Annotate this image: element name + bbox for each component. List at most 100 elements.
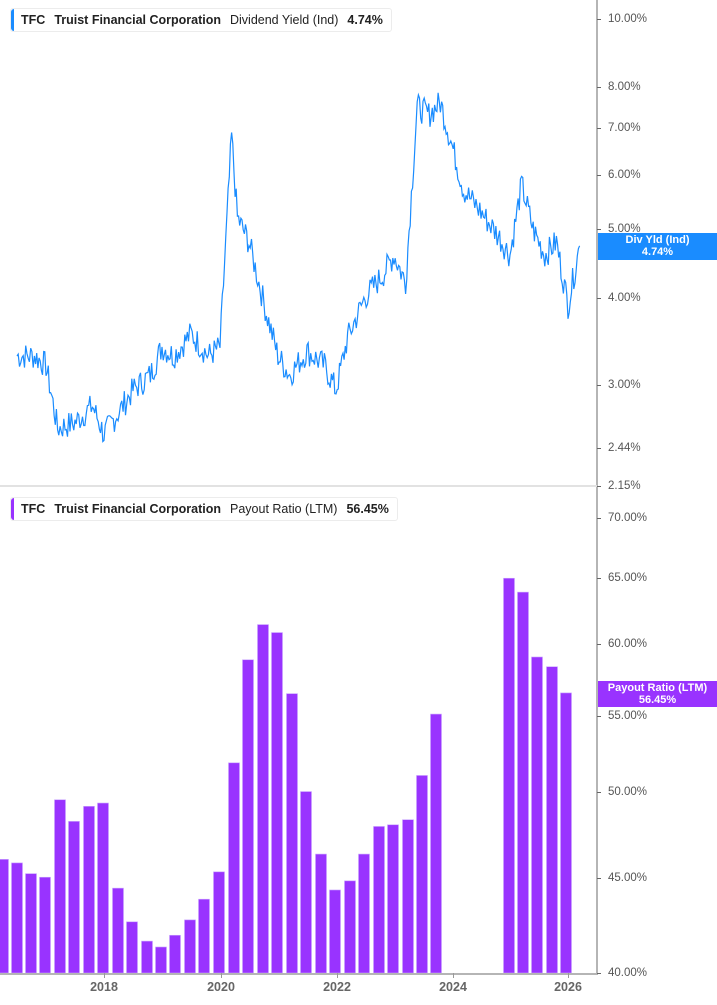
legend-metric: Payout Ratio (LTM) — [230, 502, 338, 516]
legend-ticker: TFC — [21, 502, 46, 516]
payout-ratio-bar[interactable] — [169, 934, 181, 974]
payout-ratio-bar[interactable] — [97, 802, 109, 974]
legend-color-swatch — [11, 9, 14, 31]
y-tick-mark — [597, 878, 601, 879]
payout-ratio-bar[interactable] — [198, 898, 210, 974]
payout-ratio-bar[interactable] — [402, 819, 414, 974]
x-tick-label: 2020 — [207, 980, 235, 994]
div-yield-flag-label: Div Yld (Ind) — [625, 234, 690, 246]
y-tick-mark — [597, 19, 601, 20]
payout-ratio-bar[interactable] — [213, 871, 225, 974]
x-tick-label: 2018 — [90, 980, 118, 994]
y-tick-mark — [597, 716, 601, 717]
y-tick-label: 45.00% — [608, 872, 648, 884]
payout-ratio-bar[interactable] — [126, 921, 138, 974]
payout-ratio-bar[interactable] — [257, 624, 269, 974]
y-tick-mark — [597, 973, 601, 974]
y-tick-label: 3.00% — [608, 379, 641, 391]
y-tick-label: 5.00% — [608, 223, 641, 235]
payout-ratio-flag-value: 56.45% — [638, 693, 677, 706]
legend-ticker: TFC — [21, 13, 46, 27]
y-tick-label: 65.00% — [608, 572, 648, 584]
dividend-yield-line[interactable] — [16, 92, 581, 443]
payout-ratio-panel: TFC Truist Financial Corporation Payout … — [0, 490, 717, 1005]
payout-ratio-bar[interactable] — [141, 940, 153, 974]
y-tick-mark — [597, 792, 601, 793]
y-tick-mark — [597, 448, 601, 449]
payout-ratio-bar[interactable] — [560, 692, 572, 974]
x-tick-mark — [337, 973, 338, 978]
payout-ratio-flag-label: Payout Ratio (LTM) — [607, 682, 708, 694]
payout-x-axis-line — [0, 973, 597, 975]
y-tick-label: 2.44% — [608, 442, 641, 454]
payout-y-axis — [596, 490, 598, 975]
payout-ratio-bar[interactable] — [416, 775, 428, 974]
y-tick-label: 2.15% — [608, 480, 641, 492]
x-tick-mark — [453, 973, 454, 978]
y-tick-mark — [597, 486, 601, 487]
y-tick-mark — [597, 644, 601, 645]
x-tick-mark — [104, 973, 105, 978]
payout-ratio-bar[interactable] — [11, 862, 23, 974]
y-tick-mark — [597, 578, 601, 579]
yield-y-axis — [596, 0, 598, 490]
payout-ratio-bar[interactable] — [344, 880, 356, 974]
x-tick-mark — [221, 973, 222, 978]
payout-ratio-bar[interactable] — [430, 713, 442, 974]
payout-ratio-bar[interactable] — [387, 824, 399, 974]
y-tick-mark — [597, 298, 601, 299]
y-tick-label: 50.00% — [608, 786, 648, 798]
y-tick-label: 60.00% — [608, 638, 648, 650]
payout-ratio-bar[interactable] — [68, 821, 80, 974]
payout-ratio-bar[interactable] — [373, 826, 385, 974]
y-tick-mark — [597, 385, 601, 386]
payout-ratio-bar[interactable] — [517, 591, 529, 974]
x-tick-label: 2022 — [323, 980, 351, 994]
y-tick-label: 6.00% — [608, 169, 641, 181]
payout-ratio-bar[interactable] — [155, 946, 167, 974]
y-tick-label: 8.00% — [608, 81, 641, 93]
legend-metric: Dividend Yield (Ind) — [230, 13, 339, 27]
payout-ratio-bar[interactable] — [242, 659, 254, 974]
y-tick-mark — [597, 128, 601, 129]
payout-ratio-bar[interactable] — [271, 632, 283, 974]
y-tick-label: 4.00% — [608, 292, 641, 304]
legend-company: Truist Financial Corporation — [54, 13, 221, 27]
payout-ratio-bar[interactable] — [39, 876, 51, 974]
payout-ratio-bar[interactable] — [315, 853, 327, 974]
y-tick-label: 10.00% — [608, 13, 648, 25]
payout-ratio-bar[interactable] — [112, 887, 124, 974]
legend-company: Truist Financial Corporation — [54, 502, 221, 516]
dividend-yield-legend[interactable]: TFC Truist Financial Corporation Dividen… — [10, 8, 392, 32]
payout-ratio-bar[interactable] — [329, 889, 341, 974]
x-tick-label: 2024 — [439, 980, 467, 994]
dividend-yield-panel: TFC Truist Financial Corporation Dividen… — [0, 0, 717, 490]
payout-ratio-bar[interactable] — [25, 873, 37, 974]
payout-ratio-legend[interactable]: TFC Truist Financial Corporation Payout … — [10, 497, 398, 521]
y-tick-label: 7.00% — [608, 122, 641, 134]
payout-ratio-bar[interactable] — [286, 693, 298, 974]
legend-value: 56.45% — [346, 502, 389, 516]
y-tick-mark — [597, 229, 601, 230]
div-yield-flag-value: 4.74% — [641, 245, 674, 258]
legend-value: 4.74% — [347, 13, 383, 27]
payout-ratio-bar[interactable] — [54, 799, 66, 974]
y-tick-label: 40.00% — [608, 967, 648, 979]
payout-ratio-bar[interactable] — [503, 577, 515, 974]
payout-ratio-bar[interactable] — [83, 806, 95, 974]
y-tick-mark — [597, 175, 601, 176]
payout-ratio-bar[interactable] — [300, 791, 312, 974]
payout-ratio-flag: Payout Ratio (LTM) 56.45% — [598, 681, 717, 707]
y-tick-label: 70.00% — [608, 512, 648, 524]
x-tick-label: 2026 — [554, 980, 582, 994]
payout-ratio-bar[interactable] — [184, 919, 196, 974]
payout-ratio-bar[interactable] — [0, 859, 9, 974]
payout-ratio-bar[interactable] — [228, 762, 240, 974]
payout-ratio-bar[interactable] — [531, 656, 543, 974]
payout-ratio-bar[interactable] — [358, 853, 370, 974]
y-tick-mark — [597, 518, 601, 519]
y-tick-mark — [597, 87, 601, 88]
payout-ratio-bar[interactable] — [546, 666, 558, 974]
x-tick-mark — [568, 973, 569, 978]
